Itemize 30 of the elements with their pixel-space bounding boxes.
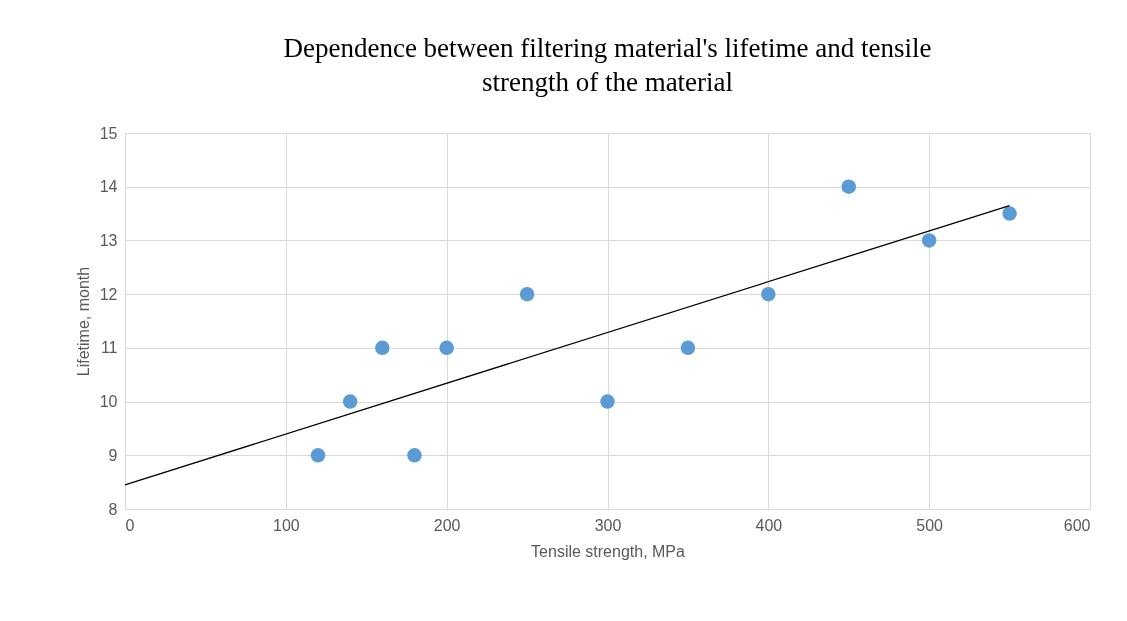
point — [407, 448, 422, 463]
y-tick-label: 15 — [99, 124, 118, 142]
x-tick-label: 400 — [755, 516, 783, 534]
y-tick-label: 11 — [100, 339, 118, 357]
y-tick-label: 9 — [108, 446, 118, 464]
y-tick-label: 12 — [99, 285, 118, 303]
point — [680, 340, 696, 356]
y-tick-label: 13 — [99, 231, 118, 249]
point — [600, 394, 615, 409]
point — [841, 179, 856, 194]
point — [310, 448, 326, 463]
y-tick-label: 8 — [108, 500, 118, 518]
x-tick-label: 500 — [916, 516, 944, 534]
x-tick-label: 200 — [433, 516, 461, 534]
point — [519, 286, 535, 302]
chart-title: Dependence between filtering material's lifetime and tensile strength of the material — [283, 33, 932, 97]
x-tick-label: 600 — [1063, 516, 1091, 534]
point — [921, 233, 937, 248]
y-tick-label: 10 — [99, 393, 118, 411]
point — [342, 394, 358, 409]
point — [1002, 206, 1017, 221]
x-tick-label: 100 — [272, 516, 300, 534]
x-axis-title: Tensile strength, MPa — [531, 542, 686, 560]
y-tick-label: 14 — [99, 178, 118, 196]
point — [761, 286, 776, 302]
point — [439, 340, 454, 356]
y-axis-title: Lifetime, month — [74, 266, 92, 377]
point — [375, 340, 390, 356]
x-tick-label: 300 — [594, 516, 622, 534]
x-tick-label: 0 — [125, 516, 135, 534]
